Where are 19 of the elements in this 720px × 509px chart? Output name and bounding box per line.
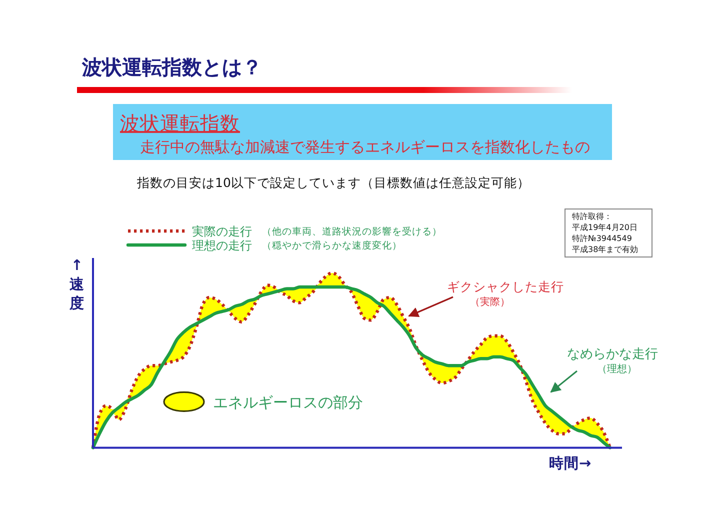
annotation: （実際） (470, 296, 510, 308)
x-axis-title: 時間→ (549, 455, 592, 472)
annotation: ギクシャクした走行 (447, 279, 564, 294)
text: （他の車両、道路状況の影響を受ける） (262, 226, 442, 238)
annotation: （理想） (597, 363, 637, 375)
text: 平成38年まで有効 (572, 245, 638, 254)
text: 走行中の無駄な加減速で発生するエネルギーロスを指数化したもの (140, 138, 590, 156)
legend-label: 理想の走行 (192, 238, 252, 252)
legend-label: 実際の走行 (192, 224, 252, 238)
text: 指数の目安は10以下で設定しています（目標数値は任意設定可能） (136, 175, 530, 190)
annotation: エネルギーロスの部分 (213, 394, 363, 412)
text: （穏やかで滑らかな速度変化） (262, 240, 402, 252)
text: 特許№3944549 (572, 234, 632, 243)
chart-title: 波状運転指数とは？ (81, 55, 262, 79)
y-axis-title: ↑速度 (68, 258, 86, 312)
text: 特許取得： (572, 212, 612, 221)
chart-subtitle: 波状運転指数 (120, 112, 240, 135)
text: 平成19年4月20日 (572, 223, 638, 232)
annotation: なめらかな走行 (567, 347, 658, 362)
